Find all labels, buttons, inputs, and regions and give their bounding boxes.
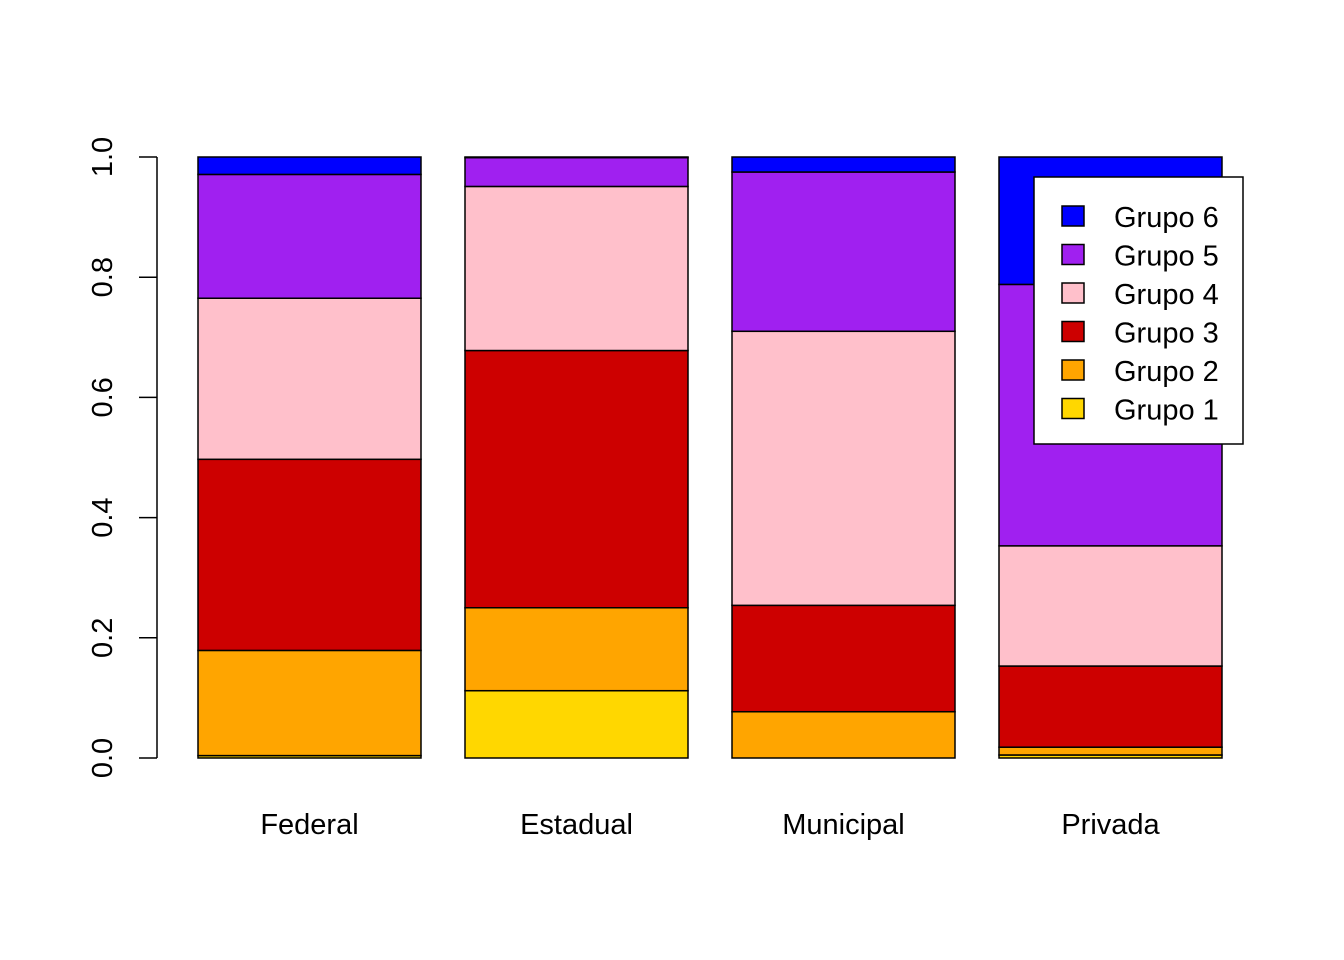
bar-segment-estadual-grupo-4 (464, 185, 689, 352)
legend-swatch-grupo-2 (1061, 359, 1085, 381)
bar-segment-municipal-grupo-4 (731, 330, 956, 607)
bar-segment-federal-grupo-3 (197, 458, 422, 652)
y-axis: 0.0 0.2 0.4 0.6 0.8 1.0 (87, 137, 158, 778)
bar-segment-privada-grupo-2 (998, 746, 1223, 756)
y-tick-label: 0.8 (87, 257, 119, 297)
bar-segment-privada-grupo-3 (998, 665, 1223, 748)
bar-segment-municipal-grupo-3 (731, 604, 956, 713)
bar-segment-federal-grupo-5 (197, 173, 422, 299)
legend-label-grupo-6: Grupo 6 (1114, 202, 1219, 234)
y-tick-label: 0.0 (87, 738, 119, 778)
legend-label-grupo-5: Grupo 5 (1114, 241, 1219, 273)
legend: Grupo 6 Grupo 5 Grupo 4 Grupo 3 Grupo 2 Grupo… (1033, 176, 1244, 445)
legend-label-grupo-1: Grupo 1 (1114, 395, 1219, 427)
legend-swatch-grupo-5 (1061, 243, 1085, 266)
bar-segment-municipal-grupo-2 (731, 710, 956, 759)
bar-segment-municipal-grupo-5 (731, 171, 956, 333)
x-category-label-estadual: Estadual (520, 809, 633, 841)
bar-segment-federal-grupo-2 (197, 649, 422, 757)
legend-label-grupo-3: Grupo 3 (1114, 318, 1219, 350)
x-category-label-municipal: Municipal (782, 809, 905, 841)
legend-swatch-grupo-3 (1061, 320, 1085, 343)
bar-segment-municipal-grupo-6 (731, 156, 956, 173)
y-tick-label: 0.2 (87, 618, 119, 658)
legend-swatch-grupo-6 (1061, 205, 1085, 227)
bar-segment-federal-grupo-6 (197, 156, 422, 176)
legend-swatch-grupo-1 (1061, 397, 1085, 420)
legend-label-grupo-4: Grupo 4 (1114, 279, 1219, 311)
bar-segment-privada-grupo-4 (998, 545, 1223, 667)
bar-segment-estadual-grupo-3 (464, 349, 689, 609)
y-tick-label: 0.4 (87, 497, 119, 537)
x-axis-labels: Federal Estadual Municipal Privada (260, 809, 1160, 841)
bar-segment-estadual-grupo-1 (464, 689, 689, 759)
x-category-label-privada: Privada (1061, 809, 1160, 841)
legend-swatch-grupo-4 (1061, 282, 1085, 304)
y-tick-label: 0.6 (87, 377, 119, 417)
bar-segment-estadual-grupo-2 (464, 607, 689, 692)
legend-label-grupo-2: Grupo 2 (1114, 356, 1219, 388)
x-category-label-federal: Federal (260, 809, 358, 841)
bar-segment-estadual-grupo-6 (464, 156, 689, 159)
bar-segment-estadual-grupo-5 (464, 156, 689, 188)
y-tick-label: 1.0 (87, 137, 119, 177)
bar-segment-federal-grupo-4 (197, 297, 422, 461)
